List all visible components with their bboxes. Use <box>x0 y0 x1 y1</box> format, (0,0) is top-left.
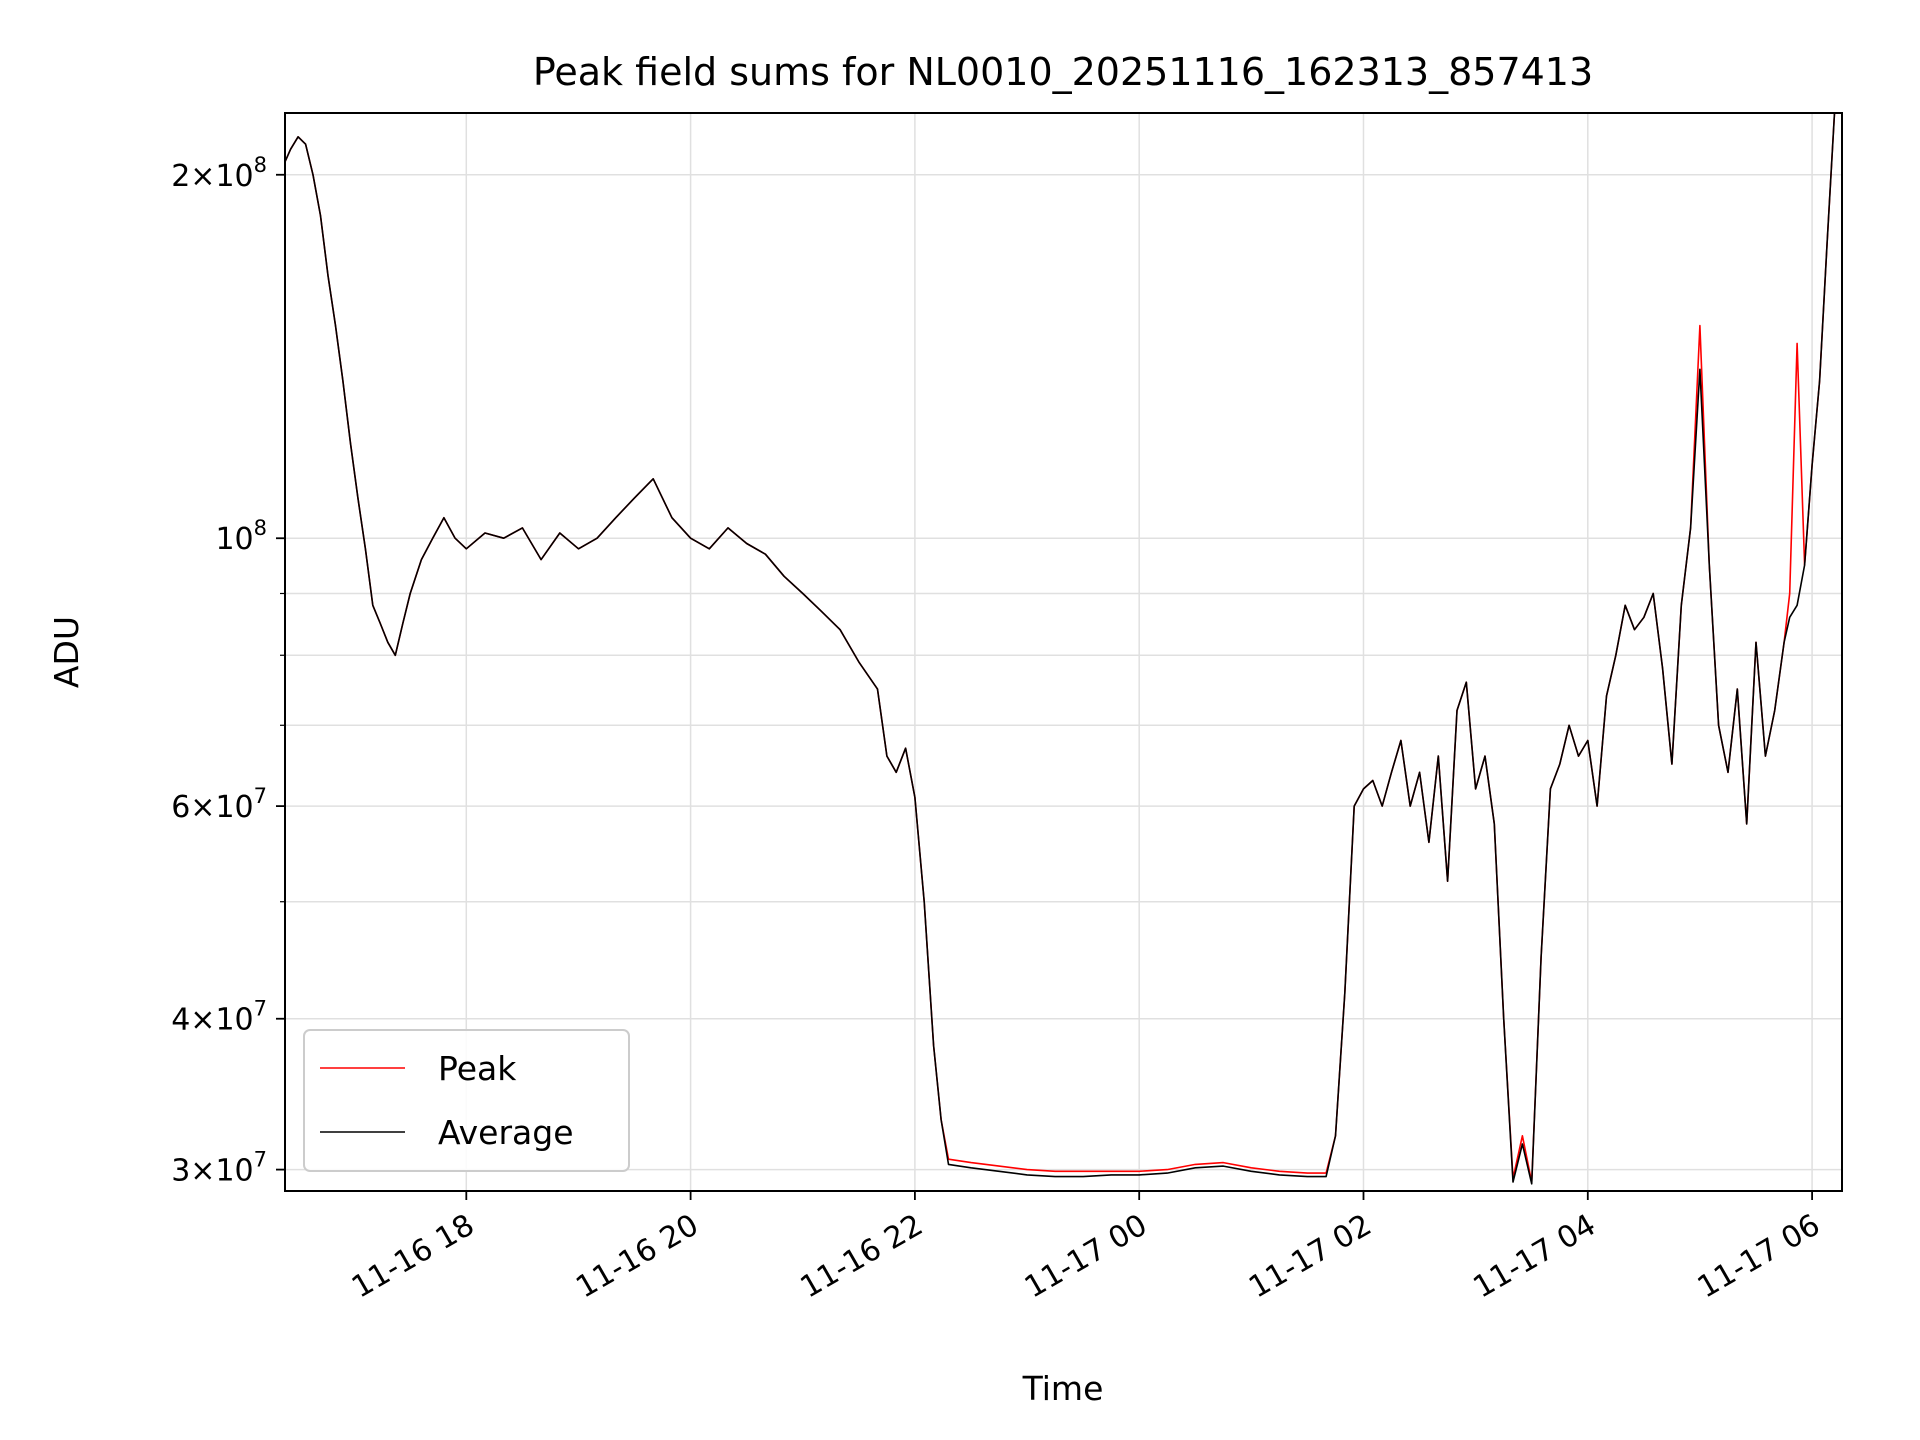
y-tick-label: 2×108 <box>171 153 267 194</box>
plot-frame <box>284 112 1843 1192</box>
legend-label-average: Average <box>438 1113 574 1152</box>
chart-title: Peak field sums for NL0010_20251116_1623… <box>533 50 1593 94</box>
legend: Peak Average <box>303 1029 630 1172</box>
y-axis-ticks: 3×107 4×107 6×107 108 2×108 <box>171 153 285 1189</box>
y-tick-label: 6×107 <box>171 784 267 825</box>
series-layer <box>285 113 1836 1185</box>
x-axis-label: Time <box>1022 1369 1104 1408</box>
y-tick-label: 3×107 <box>171 1148 267 1189</box>
legend-label-peak: Peak <box>438 1049 517 1088</box>
y-tick-label: 4×107 <box>171 997 267 1038</box>
y-tick-label: 108 <box>215 516 267 557</box>
series-line-average <box>285 113 1836 1185</box>
y-axis-label: ADU <box>47 616 86 688</box>
legend-box <box>303 1029 630 1172</box>
